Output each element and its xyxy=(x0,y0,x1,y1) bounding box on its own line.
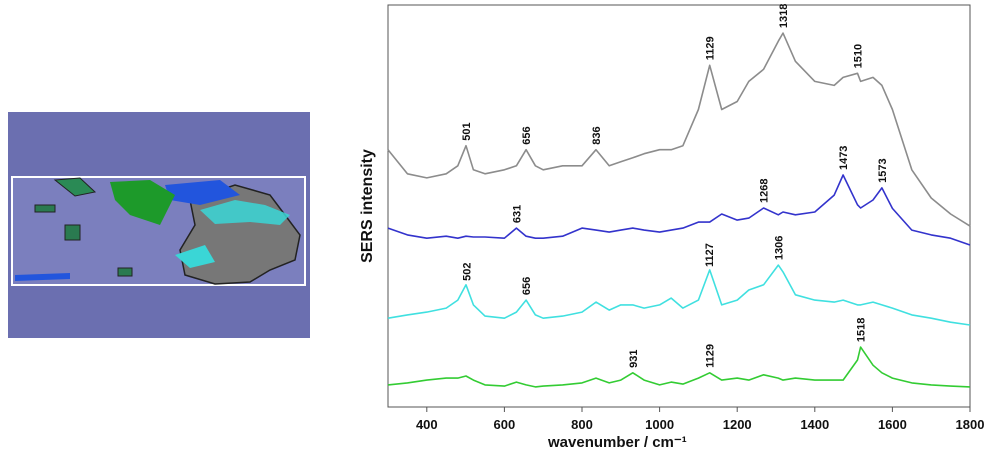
peak-label: 1518 xyxy=(856,318,868,342)
peak-label: 1510 xyxy=(852,44,864,68)
image-blob xyxy=(34,204,133,277)
image-blob xyxy=(165,180,240,205)
peak-label: 656 xyxy=(521,277,533,295)
x-tick-label: 1600 xyxy=(878,417,907,432)
x-tick-label: 1800 xyxy=(956,417,985,432)
peak-label: 1127 xyxy=(704,243,716,267)
spectrum-line xyxy=(387,346,971,388)
image-blob xyxy=(53,177,97,197)
peak-label: 1129 xyxy=(705,36,717,60)
peak-label: 1473 xyxy=(838,146,850,170)
x-tick-label: 400 xyxy=(416,417,438,432)
spectrum-line xyxy=(387,32,971,227)
image-blob xyxy=(15,273,70,281)
y-axis-label: SERS intensity xyxy=(359,149,376,263)
peak-label: 631 xyxy=(511,205,523,223)
peak-label: 656 xyxy=(521,126,533,144)
x-tick-label: 800 xyxy=(571,417,593,432)
spectrum-line xyxy=(387,264,971,326)
x-tick-label: 1400 xyxy=(800,417,829,432)
peak-label: 1268 xyxy=(759,179,771,203)
microscope-image xyxy=(8,112,310,338)
x-tick-label: 1000 xyxy=(645,417,674,432)
peak-label: 836 xyxy=(591,126,603,144)
peak-label: 1306 xyxy=(773,236,785,260)
x-axis-label: wavenumber / cm⁻¹ xyxy=(547,434,687,451)
peak-label: 502 xyxy=(461,262,473,280)
peak-label: 1129 xyxy=(705,344,717,368)
image-blob xyxy=(110,180,175,225)
peak-label: 1573 xyxy=(877,158,889,182)
x-tick-label: 1200 xyxy=(723,417,752,432)
spectra-plot: wavenumber / cm⁻¹ SERS intensity 400 600 8… xyxy=(359,4,984,451)
image-blob xyxy=(175,245,215,268)
x-tick-label: 600 xyxy=(494,417,516,432)
peak-label: 1318 xyxy=(778,4,790,28)
image-blob xyxy=(200,200,290,225)
plot-frame xyxy=(387,4,971,408)
peak-label: 501 xyxy=(461,122,473,140)
peak-label: 931 xyxy=(628,349,640,367)
spectrum-line xyxy=(387,174,971,246)
